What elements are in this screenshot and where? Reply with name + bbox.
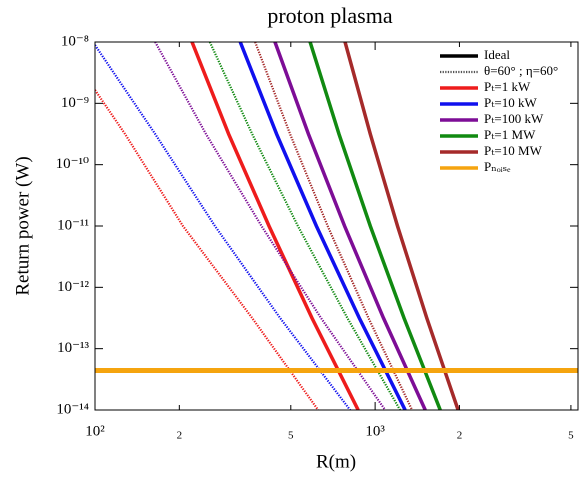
x-tick-label: 10³ (365, 423, 385, 439)
degraded-line (208, 42, 402, 410)
x-axis-label: R(m) (316, 451, 356, 472)
y-tick-label: 10⁻⁸ (61, 33, 89, 49)
x-tick-label: 2 (457, 430, 463, 442)
degraded-line (154, 42, 387, 410)
legend-label: Pₜ=1 MW (484, 127, 536, 142)
y-tick-label: 10⁻¹⁴ (56, 401, 89, 417)
y-tick-label: 10⁻¹¹ (57, 217, 89, 233)
ideal-line (273, 42, 427, 410)
legend-label: Pₜ=1 kW (484, 79, 531, 94)
legend-label: Pₜ=100 kW (484, 111, 544, 126)
y-tick-label: 10⁻⁹ (61, 95, 89, 111)
legend-label: Ideal (484, 47, 510, 62)
y-axis-label: Return power (W) (12, 156, 33, 295)
legend-label: Pₜ=10 MW (484, 143, 543, 158)
y-tick-label: 10⁻¹³ (57, 340, 89, 356)
ideal-line (343, 42, 460, 410)
ideal-line (308, 42, 442, 410)
y-tick-label: 10⁻¹⁰ (56, 156, 89, 172)
degraded-line (95, 44, 351, 410)
legend-label: θ=60° ; η=60° (484, 63, 558, 78)
degraded-line (254, 42, 414, 410)
x-tick-label: 5 (568, 430, 574, 442)
legend-label: Pₜ=10 kW (484, 95, 538, 110)
x-tick-label: 5 (288, 430, 294, 442)
x-tick-label: 2 (177, 430, 183, 442)
y-tick-label: 10⁻¹² (57, 279, 89, 295)
x-tick-label: 10² (85, 423, 105, 439)
degraded-line (95, 89, 320, 410)
legend-label: Pₙₒᵢₛₑ (484, 159, 511, 174)
chart-title: proton plasma (267, 3, 392, 28)
ideal-line (190, 42, 360, 410)
plot-area (95, 42, 578, 410)
ideal-line (238, 42, 407, 410)
